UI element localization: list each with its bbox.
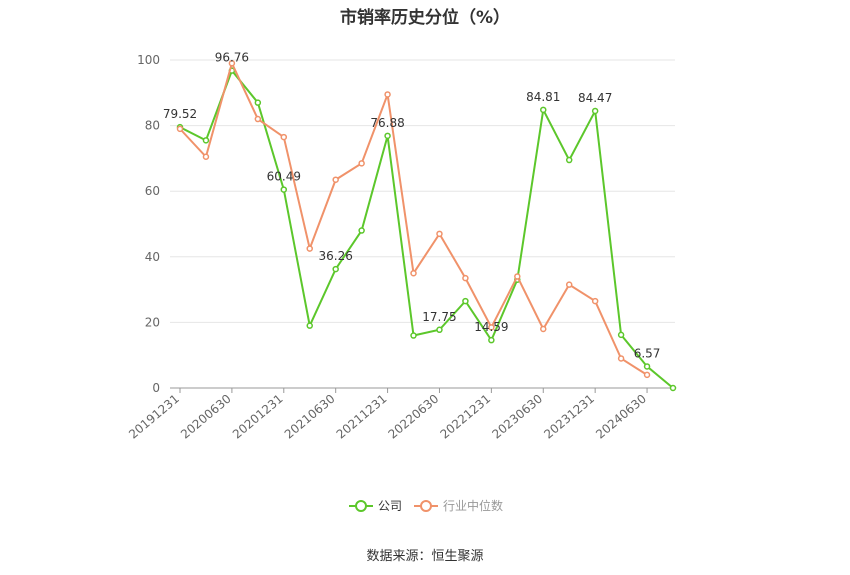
legend[interactable]: 公司 行业中位数 bbox=[349, 498, 503, 513]
data-point bbox=[488, 336, 495, 344]
data-point bbox=[384, 132, 391, 140]
grid-layer bbox=[170, 59, 675, 323]
data-point bbox=[358, 227, 365, 234]
series-line-0 bbox=[179, 68, 674, 389]
x-tick-label: 20221231 bbox=[438, 392, 494, 442]
data-point bbox=[176, 125, 184, 133]
data-point bbox=[643, 371, 651, 379]
x-tick-label: 20210630 bbox=[282, 392, 338, 442]
legend-item-0[interactable]: 公司 bbox=[349, 499, 402, 513]
data-point bbox=[332, 176, 339, 183]
data-point bbox=[306, 245, 313, 252]
legend-label: 公司 bbox=[378, 499, 402, 513]
data-label: 76.88 bbox=[370, 116, 404, 130]
data-point bbox=[669, 384, 677, 392]
data-point bbox=[202, 153, 210, 161]
data-point bbox=[643, 363, 651, 370]
data-point bbox=[565, 281, 573, 288]
data-point bbox=[540, 325, 547, 333]
data-label: 79.52 bbox=[163, 107, 197, 121]
data-point bbox=[306, 322, 313, 329]
data-point bbox=[358, 160, 365, 167]
data-point bbox=[488, 324, 495, 331]
data-point bbox=[462, 274, 469, 282]
data-point bbox=[202, 137, 210, 144]
data-point bbox=[384, 91, 391, 98]
data-point bbox=[617, 331, 625, 339]
y-tick-label: 100 bbox=[137, 53, 160, 67]
data-point bbox=[254, 115, 262, 123]
data-point bbox=[410, 332, 417, 339]
data-point bbox=[254, 99, 262, 106]
chart-title: 市销率历史分位（%） bbox=[339, 8, 511, 28]
data-label-layer: 79.52 96.76 60.49 36.26 76.88 17.75 14.59 84.81… bbox=[163, 51, 661, 361]
y-tick-label: 40 bbox=[145, 250, 160, 264]
legend-label: 行业中位数 bbox=[443, 498, 503, 513]
x-tick-label: 20240630 bbox=[593, 392, 649, 442]
x-tick-label: 20220630 bbox=[386, 392, 442, 442]
y-tick-label: 20 bbox=[145, 315, 160, 329]
x-tick-label: 20211231 bbox=[334, 392, 390, 442]
data-point bbox=[228, 60, 236, 67]
x-tick-label: 20231231 bbox=[541, 392, 597, 442]
data-label: 17.75 bbox=[422, 310, 456, 324]
x-tick-label: 20230630 bbox=[489, 392, 545, 442]
data-point bbox=[280, 133, 288, 141]
data-label: 60.49 bbox=[267, 170, 301, 184]
data-point bbox=[591, 107, 599, 115]
data-label: 6.57 bbox=[634, 346, 661, 360]
x-tick-label: 20200630 bbox=[178, 392, 234, 442]
data-point bbox=[591, 297, 599, 305]
data-point bbox=[332, 265, 339, 273]
data-point bbox=[514, 273, 521, 280]
y-tick-label: 0 bbox=[152, 381, 160, 395]
x-tick-label: 20191231 bbox=[126, 392, 182, 442]
legend-marker bbox=[420, 500, 432, 512]
data-label: 84.47 bbox=[578, 91, 612, 105]
series-layer bbox=[176, 60, 677, 392]
data-point bbox=[540, 106, 547, 114]
legend-marker bbox=[355, 500, 367, 512]
legend-item-1[interactable]: 行业中位数 bbox=[414, 498, 503, 513]
y-tick-label: 60 bbox=[145, 184, 160, 198]
data-point bbox=[462, 297, 469, 305]
data-point bbox=[280, 186, 288, 193]
y-tick-label: 80 bbox=[145, 119, 160, 133]
data-label: 96.76 bbox=[215, 51, 249, 65]
data-point bbox=[617, 355, 625, 362]
data-label: 84.81 bbox=[526, 90, 560, 104]
data-label: 36.26 bbox=[319, 249, 353, 263]
data-point bbox=[436, 326, 443, 334]
data-label: 14.59 bbox=[474, 320, 508, 334]
data-source: 数据来源：恒生聚源 bbox=[366, 549, 484, 564]
data-point bbox=[436, 230, 443, 238]
data-point bbox=[410, 269, 417, 277]
data-point bbox=[565, 156, 573, 164]
x-tick-label: 20201231 bbox=[230, 392, 286, 442]
